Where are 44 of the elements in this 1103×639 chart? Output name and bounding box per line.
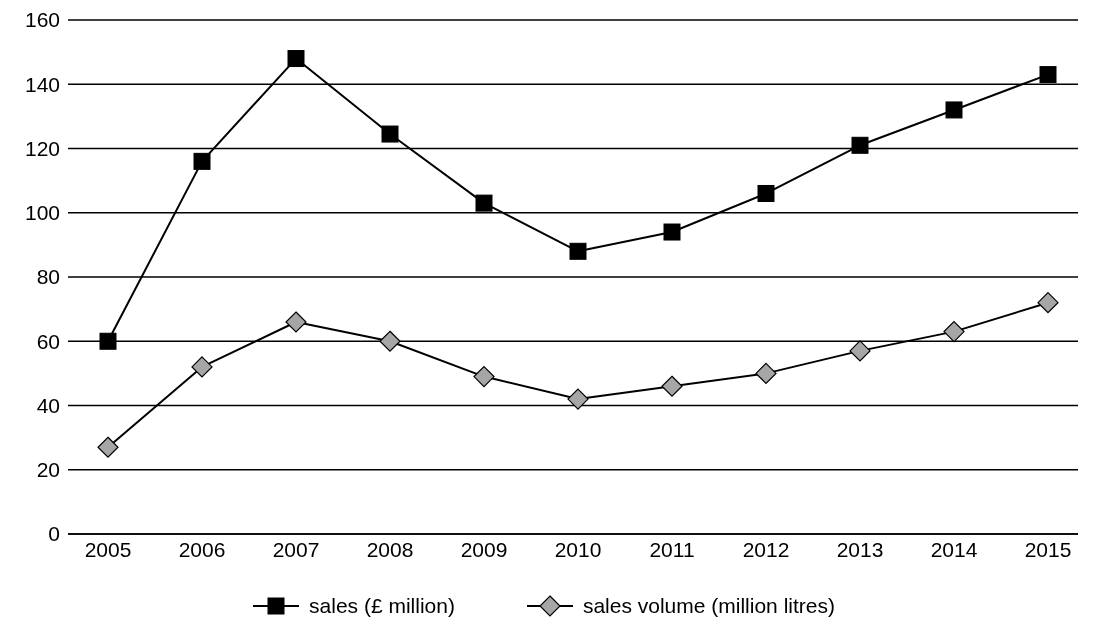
legend-label: sales (£ million): [309, 594, 455, 618]
y-tick-label: 60: [36, 329, 60, 353]
point: [287, 50, 305, 68]
x-tick-label: 2015: [1024, 537, 1072, 561]
point: [473, 365, 495, 388]
y-tick-label: 20: [36, 458, 60, 482]
legend-label: sales volume (million litres): [582, 594, 835, 618]
x-tick-label: 2007: [272, 537, 320, 561]
point: [97, 436, 119, 458]
x-tick-label: 2012: [742, 537, 790, 561]
point: [285, 311, 307, 333]
y-tick-label: 0: [48, 522, 60, 546]
point: [569, 242, 587, 260]
x-tick-label: 2006: [178, 537, 226, 561]
x-tick-label: 2014: [930, 537, 978, 561]
point: [757, 184, 775, 202]
x-tick-label: 2005: [84, 537, 132, 561]
point: [381, 125, 399, 143]
y-tick-label: 140: [24, 72, 60, 96]
point: [379, 330, 401, 352]
point: [755, 362, 777, 384]
point: [475, 194, 493, 212]
x-tick-label: 2013: [836, 537, 884, 561]
point: [1037, 292, 1059, 314]
point: [567, 388, 589, 410]
x-tick-label: 2011: [649, 537, 695, 561]
y-tick-label: 100: [24, 201, 60, 225]
point: [849, 340, 871, 362]
x-tick-label: 2009: [460, 537, 508, 561]
point: [193, 152, 211, 170]
y-tick-label: 80: [36, 265, 60, 289]
x-tick-label: 2010: [554, 537, 602, 561]
point: [943, 321, 965, 343]
point: [1039, 66, 1057, 84]
y-tick-label: 160: [24, 8, 60, 32]
y-tick-label: 40: [36, 393, 60, 417]
point: [945, 101, 963, 119]
x-tick-label: 2008: [366, 537, 414, 561]
point: [851, 136, 869, 154]
point: [191, 356, 213, 378]
point: [661, 375, 683, 397]
point: [99, 332, 117, 350]
point: [663, 223, 681, 241]
y-tick-label: 120: [24, 136, 60, 160]
